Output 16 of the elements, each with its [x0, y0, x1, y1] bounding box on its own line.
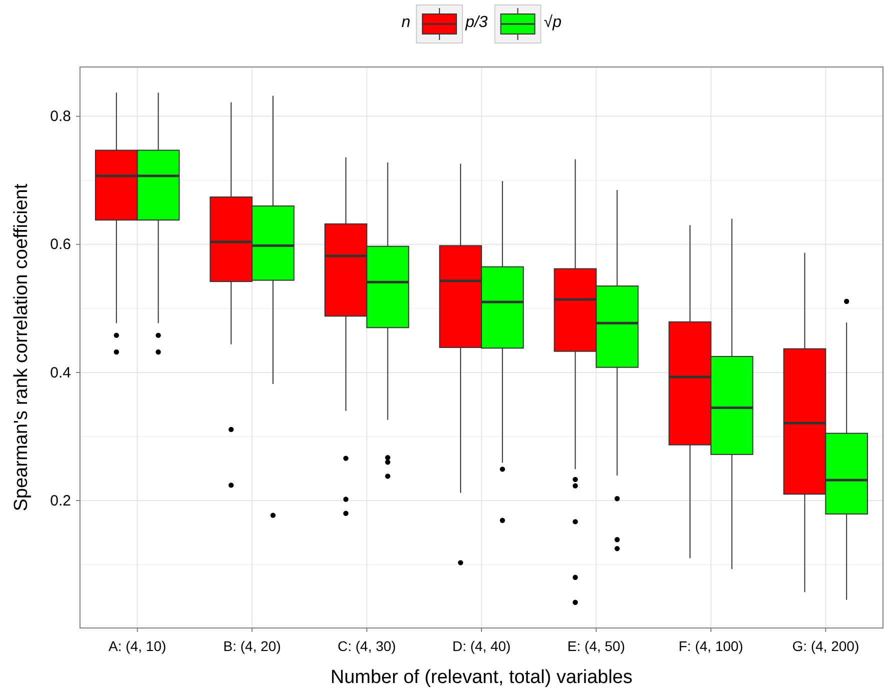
x-tick-label: A: (4, 10): [108, 638, 166, 654]
x-tick-label: C: (4, 30): [338, 638, 396, 654]
legend-label: p/3: [464, 14, 488, 31]
x-tick-label: D: (4, 40): [452, 638, 511, 654]
x-tick-label: G: (4, 200): [792, 638, 860, 654]
x-tick-label: B: (4, 20): [223, 638, 281, 654]
y-tick-label: 0.8: [50, 108, 71, 126]
legend-title: n: [401, 14, 410, 31]
y-axis-title: Spearman's rank correlation coefficient: [11, 183, 32, 512]
y-tick-label: 0.2: [50, 492, 71, 510]
x-tick-label: E: (4, 50): [567, 638, 626, 654]
legend-label: √p: [544, 14, 562, 31]
y-tick-label: 0.4: [50, 364, 71, 382]
y-tick-label: 0.6: [50, 236, 71, 254]
x-tick-label: F: (4, 100): [678, 638, 744, 654]
x-axis-title: Number of (relevant, total) variables: [330, 667, 633, 688]
